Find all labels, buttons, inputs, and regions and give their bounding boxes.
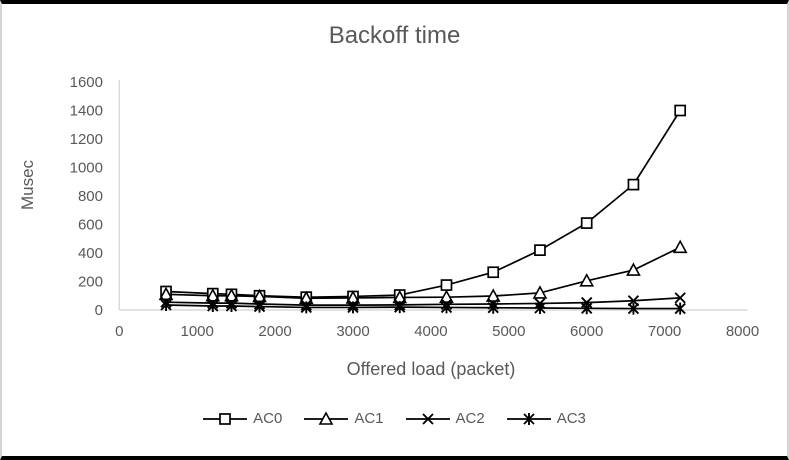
chart-title: Backoff time bbox=[328, 22, 461, 49]
legend-item-AC3: AC3 bbox=[506, 410, 586, 427]
y-axis-title-text: Musec bbox=[18, 159, 37, 211]
series-AC3-asterisk-marker bbox=[253, 300, 266, 313]
y-tick-label: 1000 bbox=[70, 160, 103, 177]
series-AC0-square-marker bbox=[627, 178, 640, 191]
y-tick-label: 800 bbox=[78, 188, 103, 205]
legend-label: AC0 bbox=[253, 410, 283, 427]
legend-item-AC0: AC0 bbox=[203, 410, 282, 427]
x-tick-label: 6000 bbox=[570, 323, 603, 340]
series-AC1-triangle-marker bbox=[626, 262, 641, 276]
x-tick-label: 7000 bbox=[648, 323, 681, 340]
legend-label: AC1 bbox=[354, 410, 384, 427]
legend: AC0 AC1 AC2 AC3 bbox=[0, 410, 789, 427]
series-AC3-asterisk-marker bbox=[394, 301, 406, 314]
y-tick-label: 1200 bbox=[70, 131, 103, 148]
y-tick-label: 1400 bbox=[70, 103, 103, 120]
series-AC3-asterisk-marker bbox=[160, 299, 172, 312]
legend-x-icon bbox=[405, 412, 450, 425]
series-AC3-asterisk-marker bbox=[627, 302, 640, 315]
y-tick-label: 1600 bbox=[70, 74, 103, 91]
series-AC1-triangle-marker bbox=[579, 273, 595, 287]
y-tick-label: 200 bbox=[78, 274, 103, 291]
series-AC3-asterisk-marker bbox=[534, 302, 546, 315]
series-AC0-square-marker bbox=[534, 244, 546, 256]
x-tick-label: 1000 bbox=[181, 323, 214, 340]
series-line-AC0 bbox=[166, 110, 681, 299]
series-AC0-square-marker bbox=[440, 279, 453, 291]
series-line-AC3 bbox=[166, 304, 681, 310]
series-AC3-asterisk-marker bbox=[347, 301, 359, 314]
x-tick-label: 4000 bbox=[414, 323, 447, 340]
legend-item-AC2: AC2 bbox=[405, 410, 485, 427]
series-AC3-asterisk-marker bbox=[225, 300, 238, 313]
legend-square-icon bbox=[203, 412, 248, 425]
y-tick-label: 400 bbox=[78, 245, 103, 262]
series-AC2-x-marker bbox=[674, 292, 686, 304]
series-AC1-triangle-marker bbox=[672, 239, 688, 254]
y-tick-label: 600 bbox=[78, 217, 103, 234]
series-AC3-asterisk-marker bbox=[674, 302, 686, 315]
legend-asterisk-icon bbox=[506, 412, 551, 425]
x-tick-label: 0 bbox=[115, 323, 123, 340]
legend-label: AC3 bbox=[556, 410, 586, 427]
series-AC1-triangle-marker bbox=[532, 285, 548, 299]
series-AC3-asterisk-marker bbox=[300, 301, 312, 314]
series-AC3-asterisk-marker bbox=[581, 302, 593, 315]
legend-label: AC2 bbox=[455, 410, 485, 427]
series-AC0-square-marker bbox=[580, 217, 593, 229]
series-line-AC2 bbox=[166, 297, 681, 307]
series-AC3-asterisk-marker bbox=[207, 300, 219, 313]
y-tick-label: 0 bbox=[95, 302, 103, 319]
series-AC3-asterisk-marker bbox=[440, 301, 453, 314]
legend-item-AC1: AC1 bbox=[304, 410, 384, 427]
series-AC3-asterisk-marker bbox=[487, 301, 499, 314]
x-tick-label: 5000 bbox=[492, 323, 525, 340]
x-tick-label: 3000 bbox=[336, 323, 369, 340]
x-tick-label: 2000 bbox=[258, 323, 291, 340]
x-axis-title: Offered load (packet) bbox=[346, 359, 516, 379]
series-AC1-triangle-marker bbox=[485, 288, 501, 302]
series-AC0-square-marker bbox=[674, 104, 687, 117]
series-AC0-square-marker bbox=[487, 266, 500, 279]
legend-triangle-icon bbox=[304, 410, 349, 425]
x-tick-label: 8000 bbox=[726, 323, 759, 340]
